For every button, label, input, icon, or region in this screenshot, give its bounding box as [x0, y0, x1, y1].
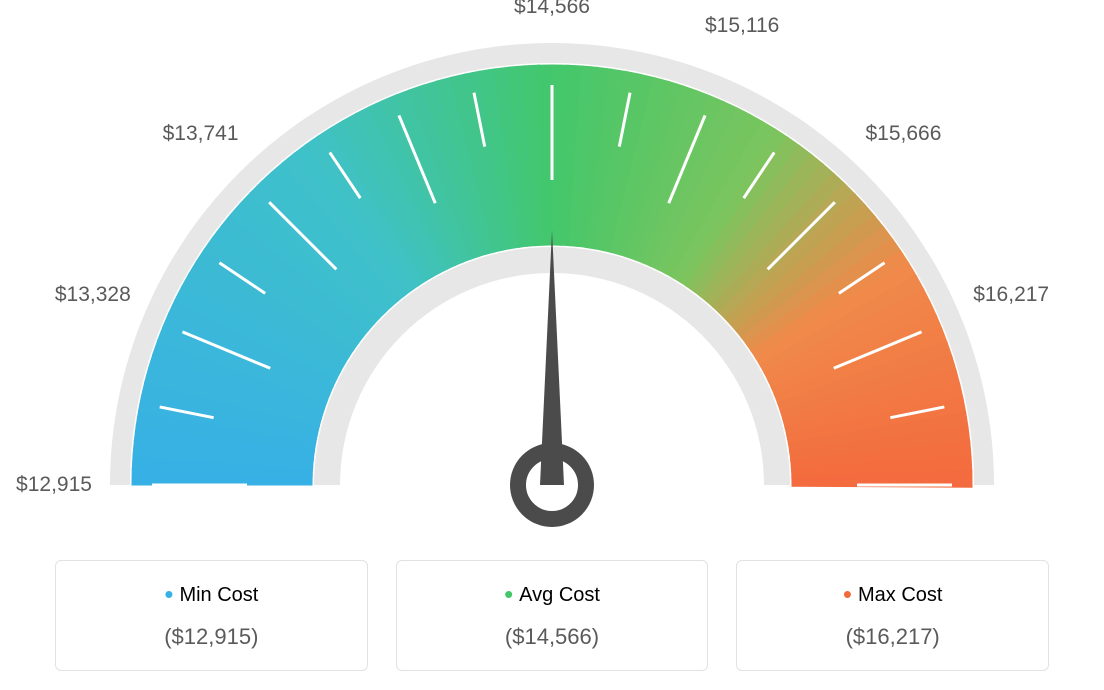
gauge-svg: [0, 0, 1104, 540]
gauge-tick-label: $12,915: [16, 473, 92, 497]
legend-value-max: ($16,217): [747, 624, 1038, 650]
legend-value-avg: ($14,566): [407, 624, 698, 650]
legend-title-min: • Min Cost: [66, 579, 357, 610]
gauge-tick-label: $15,666: [865, 122, 941, 146]
legend-card-min: • Min Cost ($12,915): [55, 560, 368, 671]
legend-label: Min Cost: [179, 584, 258, 606]
gauge-tick-label: $14,566: [514, 0, 590, 19]
legend-row: •Min Cost ($12,915) •Avg Cost ($14,566) …: [55, 560, 1049, 671]
gauge-tick-label: $13,328: [55, 283, 131, 307]
dot-icon: •: [843, 579, 852, 609]
legend-label: Avg Cost: [519, 584, 600, 606]
gauge-tick-label: $13,741: [163, 122, 239, 146]
legend-card-max: • Max Cost ($16,217): [736, 560, 1049, 671]
legend-title-avg: • Avg Cost: [407, 579, 698, 610]
legend-card-avg: • Avg Cost ($14,566): [396, 560, 709, 671]
legend-label: Max Cost: [858, 584, 942, 606]
legend-title-max: • Max Cost: [747, 579, 1038, 610]
dot-icon: •: [504, 579, 513, 609]
dot-icon: •: [164, 579, 173, 609]
gauge-tick-label: $16,217: [973, 283, 1049, 307]
gauge-chart: $12,915 $13,328 $13,741 $14,566 $15,116 $15,6…: [0, 0, 1104, 540]
gauge-tick-label: $15,116: [705, 14, 779, 38]
legend-value-min: ($12,915): [66, 624, 357, 650]
